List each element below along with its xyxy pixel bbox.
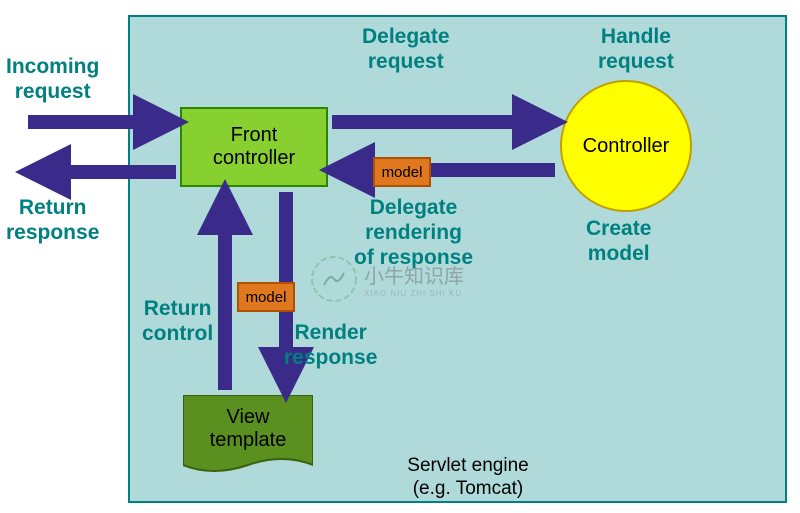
front-controller-node: Front controller	[180, 107, 328, 187]
label-create-model: Create model	[586, 216, 651, 266]
model-box-1: model	[373, 157, 431, 187]
watermark-sub: XIAO NIU ZHI SHI KU	[364, 289, 464, 298]
controller-label: Controller	[583, 135, 670, 158]
controller-node: Controller	[560, 80, 692, 212]
model1-label: model	[382, 164, 423, 181]
label-footer: Servlet engine (e.g. Tomcat)	[368, 455, 568, 501]
label-return-response: Return response	[6, 195, 99, 245]
label-return-control: Return control	[142, 296, 213, 346]
model-box-2: model	[237, 282, 295, 312]
watermark-text: 小牛知识库	[364, 260, 464, 289]
front-controller-label: Front controller	[213, 124, 295, 170]
watermark-icon	[310, 255, 358, 303]
watermark: 小牛知识库 XIAO NIU ZHI SHI KU	[310, 255, 464, 303]
view-template-text: View template	[183, 395, 313, 463]
model2-label: model	[246, 289, 287, 306]
label-handle-request: Handle request	[598, 24, 674, 74]
label-render-response: Render response	[284, 320, 377, 370]
label-incoming-request: Incoming request	[6, 54, 99, 104]
label-delegate-request: Delegate request	[362, 24, 450, 74]
view-template-label: View template	[210, 406, 287, 452]
